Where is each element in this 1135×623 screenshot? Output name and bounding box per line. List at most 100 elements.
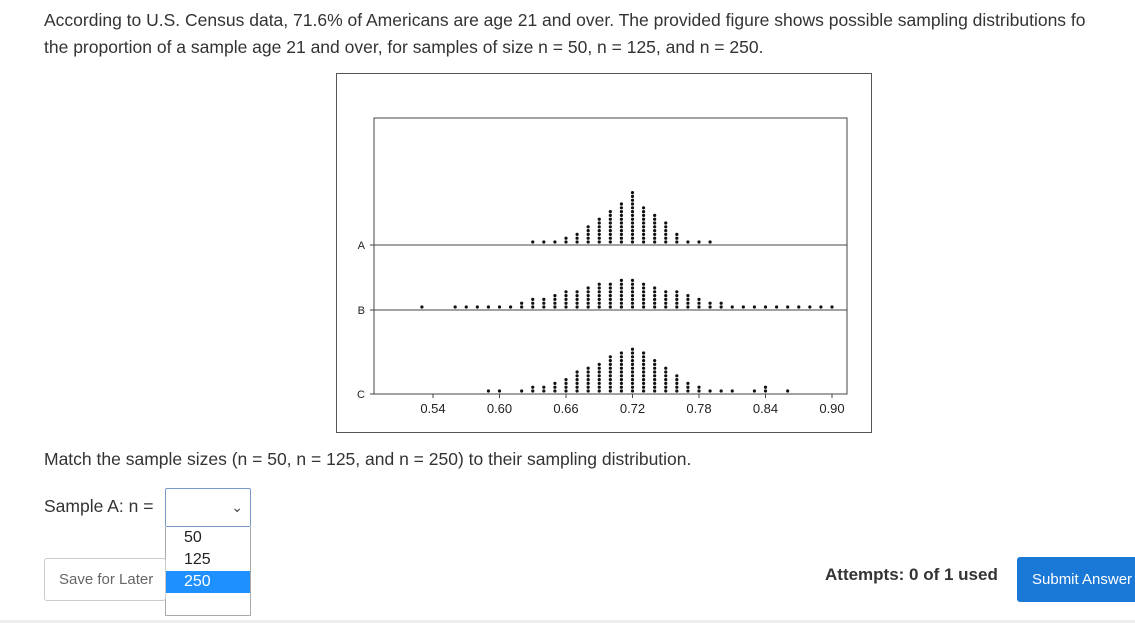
submit-answer-button[interactable]: Submit Answer [1017,557,1135,602]
dot-b [630,301,635,305]
dot-b [653,290,657,294]
dot-a [597,229,601,233]
dot-b [586,290,590,294]
dot-b [708,305,712,309]
dot-a [630,213,635,217]
dot-c [575,378,579,382]
dot-b [641,297,646,301]
dot-b [597,286,601,290]
dot-a [586,229,590,233]
dot-b [553,301,557,305]
dot-a [542,240,546,244]
dot-a [708,240,712,244]
dot-a [630,225,635,229]
dot-c [619,351,624,355]
dot-c [653,381,657,385]
dot-c [575,370,579,374]
plot-frame [373,117,848,395]
chevron-down-icon: ⌄ [231,499,243,515]
dot-a [630,194,635,198]
x-tick-label: 0.78 [686,401,711,416]
dot-a [641,229,646,233]
dot-c [619,389,624,393]
dot-b [774,305,779,309]
dot-b [686,294,690,298]
dot-c [630,355,635,359]
dot-plot: A B C 0.54 0.60 0.66 0.72 0.78 0.84 0.90 [357,117,848,416]
dot-b [697,297,701,301]
dot-c [630,362,635,366]
dot-c [608,355,612,359]
dot-c [664,366,668,370]
dot-a [630,229,635,233]
dot-c [597,362,601,366]
dot-a [597,240,601,244]
dot-a [641,225,646,229]
dot-a [630,206,635,210]
dot-c [664,378,668,382]
dot-c [520,389,524,393]
dot-b [608,305,612,309]
dot-a [653,213,657,217]
dot-b [741,305,745,309]
dot-b [575,297,579,301]
dot-c [619,385,624,389]
dot-a [664,236,668,240]
dot-b [630,282,635,286]
dot-b [575,290,579,294]
dot-b [730,305,734,309]
dot-c [608,374,612,378]
dot-b [608,294,612,298]
dot-a [653,232,657,236]
dot-a [597,217,601,221]
dot-a [641,213,646,217]
dot-b [564,294,568,298]
dot-c [608,359,612,363]
dot-c [641,389,646,393]
dot-b [697,305,701,309]
dot-c [641,370,646,374]
dot-c [786,389,790,393]
sample-size-dropdown[interactable]: 50 125 250 [165,527,251,616]
dot-c [641,374,646,378]
dot-a [641,236,646,240]
dot-c [641,378,646,382]
dot-c [608,385,612,389]
dot-a [664,240,668,244]
dot-b [675,294,679,298]
option-250[interactable]: 250 [166,571,250,593]
dot-c [619,378,624,382]
dot-b [752,305,757,309]
dot-c [619,355,624,359]
dot-b [641,301,646,305]
dot-c [586,389,590,393]
dot-c [619,370,624,374]
dot-a [608,236,612,240]
dot-c [575,389,579,393]
dot-c [608,378,612,382]
option-125[interactable]: 125 [184,551,211,568]
dot-b [641,286,646,290]
dot-a [619,210,624,214]
sample-a-select[interactable]: ⌄ [165,488,251,527]
dot-b [619,301,624,305]
dot-c [664,385,668,389]
dot-c [564,378,568,382]
x-tick-label: 0.60 [487,401,512,416]
dot-b [653,294,657,298]
dot-a [619,232,624,236]
dot-c [653,366,657,370]
save-for-later-button[interactable]: Save for Later [44,558,166,601]
footer-divider [0,620,1135,623]
dot-b [630,297,635,301]
dot-c [641,355,646,359]
dot-b [797,305,801,309]
dot-c [641,359,646,363]
dot-b [586,297,590,301]
dot-a [630,202,635,206]
option-50[interactable]: 50 [184,529,202,546]
dot-a [531,240,535,244]
dot-c [686,381,690,385]
dot-b [586,294,590,298]
dot-c [619,374,624,378]
